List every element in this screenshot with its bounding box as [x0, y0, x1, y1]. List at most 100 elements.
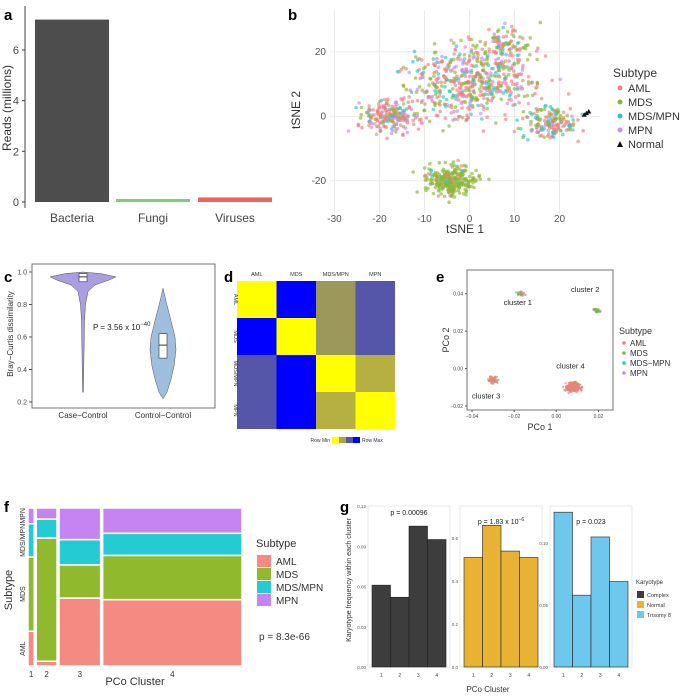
b-point	[513, 82, 518, 87]
b-point	[463, 100, 468, 104]
b-point	[550, 107, 554, 111]
b-point	[464, 67, 468, 71]
b-point	[457, 191, 462, 195]
b-point	[450, 68, 455, 72]
panel-b-label: b	[288, 7, 297, 24]
b-point	[387, 109, 391, 113]
b-point	[515, 48, 519, 52]
b-point	[475, 71, 480, 75]
e-point	[518, 291, 521, 294]
b-point	[401, 118, 405, 123]
b-point	[536, 130, 540, 134]
f-cell-mds-mpn	[27, 523, 35, 558]
c-xtick-label: Control−Control	[135, 411, 191, 420]
b-point	[474, 97, 479, 101]
b-point	[502, 72, 506, 76]
e-point	[524, 294, 527, 297]
b-point	[482, 86, 487, 91]
g-p-value: p = 0.023	[576, 519, 605, 526]
b-point	[390, 119, 395, 123]
e-point	[599, 310, 602, 313]
e-xlabel: PCo 1	[527, 422, 552, 432]
b-point	[467, 107, 472, 112]
b-point	[369, 125, 374, 130]
b-point	[387, 113, 392, 117]
b-point	[443, 80, 447, 85]
b-point	[494, 70, 498, 75]
b-point	[422, 108, 426, 113]
d-cell	[316, 318, 356, 355]
f-ytick-label: AML	[20, 641, 27, 656]
b-point	[436, 65, 441, 69]
b-point	[473, 75, 478, 79]
b-point	[459, 38, 463, 43]
b-point	[437, 160, 442, 165]
b-point	[546, 134, 550, 138]
b-legend-label: MDS/MPN	[628, 111, 680, 123]
b-point	[536, 122, 540, 127]
b-point	[535, 109, 540, 113]
b-point	[486, 86, 491, 90]
g-bar-trisomy-8	[609, 581, 629, 668]
b-point	[452, 41, 456, 45]
e-point	[595, 308, 598, 311]
b-point	[465, 117, 470, 121]
d-cell	[237, 281, 277, 318]
f-ytick-label: MPN	[20, 508, 27, 524]
b-point	[448, 60, 452, 64]
b-point	[358, 116, 363, 120]
b-point	[526, 101, 531, 106]
e-point	[563, 388, 567, 391]
b-point	[550, 78, 554, 83]
b-point	[536, 46, 540, 50]
b-point	[503, 113, 507, 117]
b-point	[437, 76, 441, 80]
b-point	[437, 172, 442, 177]
b-point	[469, 48, 474, 52]
b-point	[415, 98, 420, 103]
b-point	[401, 102, 406, 106]
b-point	[482, 58, 487, 62]
d-cell	[237, 355, 277, 392]
d-col-label: MDS/MPN	[323, 272, 349, 278]
b-point	[469, 70, 474, 75]
b-point	[359, 105, 364, 110]
b-point	[429, 178, 434, 182]
b-point	[528, 36, 532, 40]
g-xtick-label: 2	[580, 673, 583, 679]
b-point	[431, 57, 436, 61]
f-legend-key	[257, 568, 271, 580]
b-point	[421, 66, 426, 71]
b-point	[449, 38, 454, 43]
b-point	[521, 36, 525, 40]
b-point	[393, 110, 397, 115]
a-y-ticks: 0 2 4 6	[13, 45, 25, 209]
b-point	[427, 119, 432, 124]
b-point	[516, 126, 520, 131]
b-point	[444, 97, 449, 102]
a-ytick-label: 4	[13, 96, 19, 108]
a-bar-viruses	[198, 197, 272, 202]
e-point	[565, 386, 568, 389]
b-point	[422, 174, 427, 178]
b-point	[435, 80, 440, 85]
b-point	[505, 42, 510, 47]
b-point	[482, 104, 486, 109]
b-point	[354, 105, 358, 110]
b-point	[447, 200, 451, 204]
b-point	[491, 66, 495, 71]
b-point	[487, 177, 491, 182]
b-point	[412, 49, 417, 54]
e-point	[576, 384, 579, 388]
b-point	[397, 118, 402, 122]
b-point	[379, 113, 383, 117]
b-point	[511, 69, 516, 73]
b-point	[460, 106, 464, 110]
f-legend-label: MPN	[276, 596, 298, 607]
b-point	[434, 178, 439, 183]
c-annotation: P = 3.56 x 10−40	[93, 322, 151, 332]
g-xtick-label: 4	[527, 673, 530, 679]
b-xtick-label: 20	[554, 214, 566, 225]
b-point	[570, 114, 574, 119]
